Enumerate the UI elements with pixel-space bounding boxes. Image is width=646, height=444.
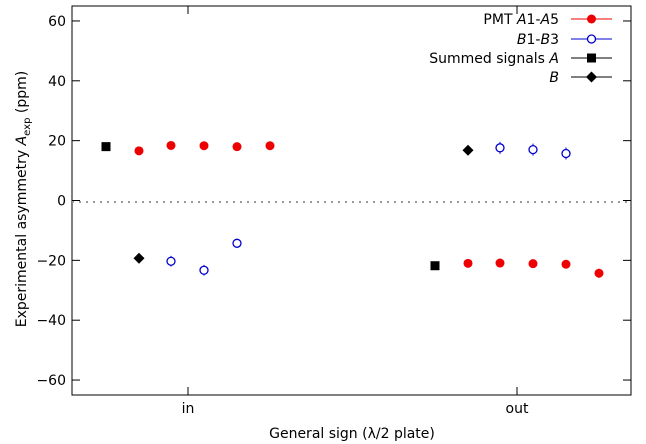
legend-label: B	[549, 70, 559, 86]
x-axis-label: General sign (λ/2 plate)	[269, 426, 435, 442]
y-ticks: −60 −40 −20 0 20 40 60	[36, 14, 631, 389]
pmt_b-point	[232, 238, 242, 248]
y-tick-label: 60	[48, 14, 66, 30]
y-tick-label: −40	[36, 313, 66, 329]
y-axis-label-subscript: exp	[22, 118, 33, 136]
pmt_a-point	[463, 258, 473, 268]
sum_a-point	[430, 261, 440, 271]
legend: PMT A1-A5 B1-B3 Summed signals A B	[429, 12, 612, 86]
legend-label: PMT A1-A5	[483, 12, 559, 28]
pmt_b-point	[495, 143, 505, 153]
pmt_a-point	[528, 259, 538, 269]
x-tick-label: in	[182, 401, 195, 417]
y-axis-label: Experimental asymmetry Aexp (ppm)	[14, 71, 33, 327]
x-tick-label: out	[506, 401, 529, 417]
legend-marker	[586, 34, 597, 44]
y-axis-label-text: Experimental asymmetry	[14, 150, 30, 327]
y-axis-label-symbol: A	[14, 136, 30, 147]
pmt_b-point	[166, 256, 176, 266]
x-ticks: in out	[182, 6, 529, 417]
y-tick-label: 40	[48, 74, 66, 90]
data-marks	[101, 140, 604, 278]
pmt_b-point	[561, 148, 571, 159]
pmt_a-point	[561, 259, 571, 269]
pmt_a-point	[199, 141, 209, 151]
pmt_a-point	[134, 146, 144, 156]
pmt_a-point	[232, 142, 242, 152]
pmt_b-point	[528, 144, 538, 155]
sum_b-point	[462, 144, 474, 156]
legend-marker	[587, 53, 596, 63]
legend-marker	[586, 71, 597, 83]
legend-label: B1-B3	[517, 32, 559, 48]
pmt_a-point	[265, 141, 275, 151]
sum_b-point	[133, 252, 145, 264]
y-axis-label-unit: (ppm)	[14, 71, 30, 113]
pmt_a-point	[495, 258, 505, 268]
y-tick-label: −20	[36, 253, 66, 269]
legend-marker	[587, 14, 596, 24]
pmt_b-point	[199, 265, 209, 275]
y-tick-label: −60	[36, 373, 66, 389]
pmt_a-point	[166, 140, 176, 150]
y-tick-label: 0	[57, 194, 66, 210]
legend-label: Summed signals A	[429, 51, 559, 67]
pmt_a-point	[594, 268, 604, 278]
sum_a-point	[101, 142, 111, 152]
y-tick-label: 20	[48, 134, 66, 150]
